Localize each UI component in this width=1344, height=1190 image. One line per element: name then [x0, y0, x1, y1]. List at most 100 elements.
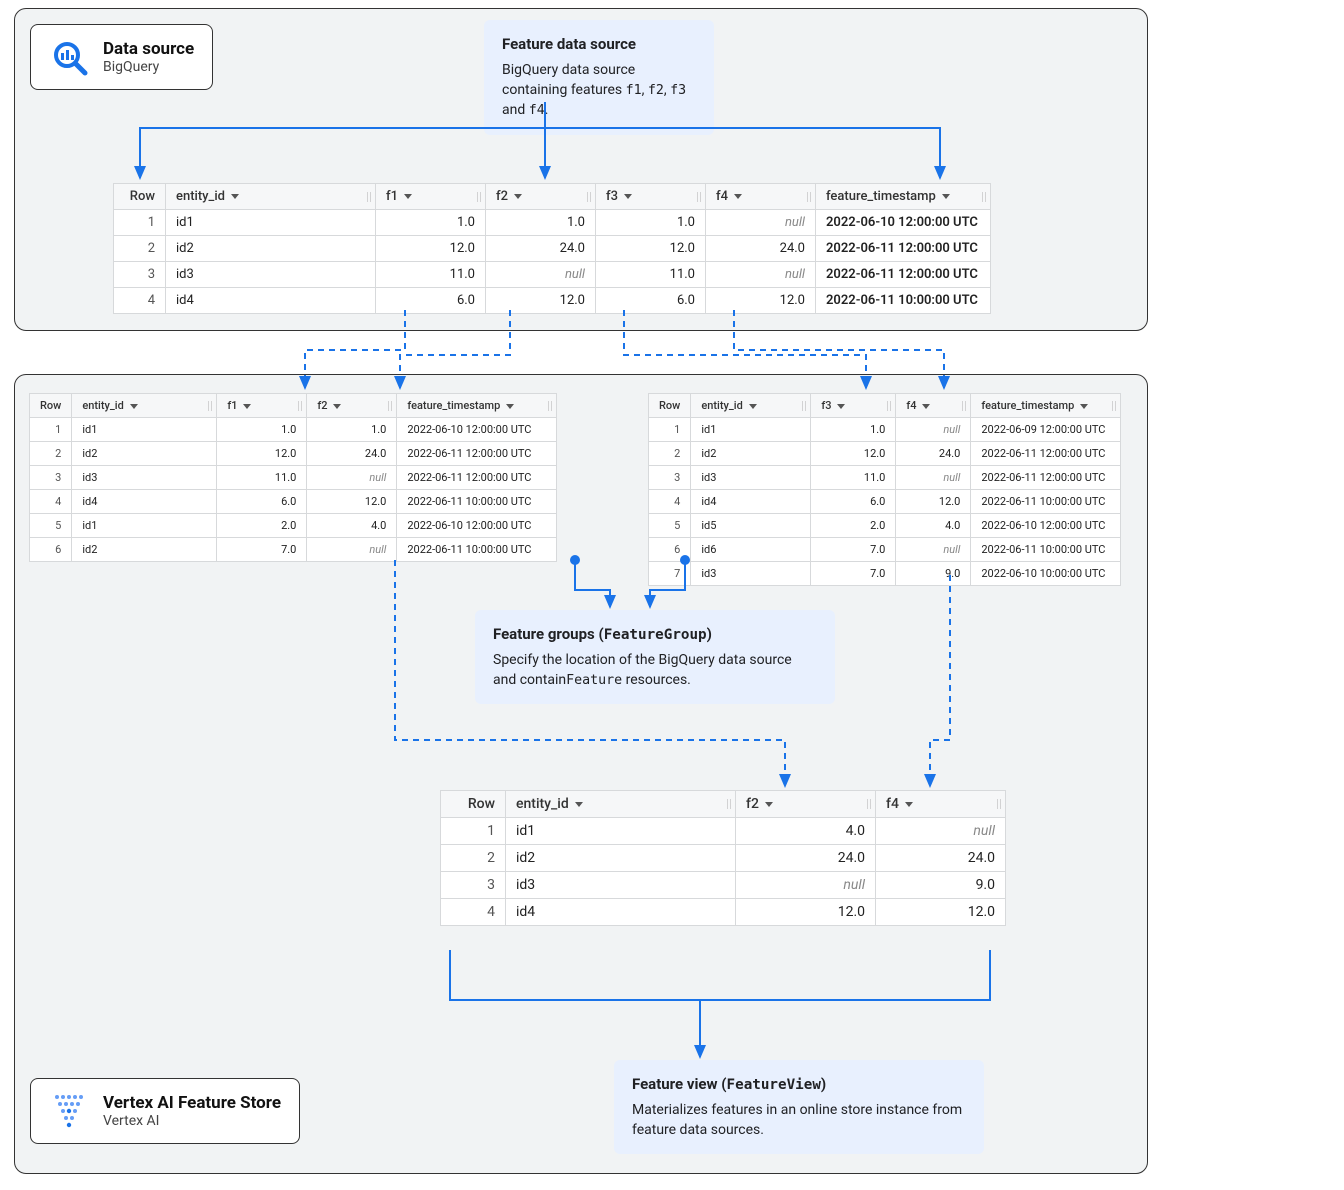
table-cell: id4: [506, 899, 736, 926]
table-cell: 2022-06-11 12:00:00 UTC: [971, 466, 1121, 490]
column-header[interactable]: f3: [811, 394, 896, 418]
table-cell: 1: [441, 818, 506, 845]
table-cell: 12.0: [811, 442, 896, 466]
column-header[interactable]: feature_timestamp: [816, 184, 991, 210]
table-cell: 1.0: [217, 418, 307, 442]
table-cell: 2022-06-11 12:00:00 UTC: [971, 442, 1121, 466]
column-header[interactable]: feature_timestamp: [397, 394, 557, 418]
column-header[interactable]: entity_id: [506, 791, 736, 818]
callout-feature-view: Feature view (FeatureView) Materializes …: [614, 1060, 984, 1154]
table-cell: 7.0: [217, 538, 307, 562]
table-cell: 2022-06-11 10:00:00 UTC: [397, 538, 557, 562]
table-cell: id4: [72, 490, 217, 514]
table-cell: id2: [691, 442, 811, 466]
table-cell: 3: [114, 262, 166, 288]
table-cell: 1.0: [376, 210, 486, 236]
table-cell: 2022-06-11 10:00:00 UTC: [971, 538, 1121, 562]
table-cell: id3: [166, 262, 376, 288]
table-cell: 11.0: [811, 466, 896, 490]
table-cell: 2022-06-10 12:00:00 UTC: [397, 514, 557, 538]
table-row: 2id224.024.0: [441, 845, 1006, 872]
column-header[interactable]: Row: [441, 791, 506, 818]
callout-groups-text: Specify the location of the BigQuery dat…: [493, 650, 817, 691]
column-header[interactable]: feature_timestamp: [971, 394, 1121, 418]
table-row: 2id212.024.012.024.02022-06-11 12:00:00 …: [114, 236, 991, 262]
table-cell: null: [896, 538, 971, 562]
table-cell: 1: [30, 418, 72, 442]
table-cell: id1: [166, 210, 376, 236]
table-cell: 2.0: [217, 514, 307, 538]
feature-view-table: Rowentity_idf2f41id14.0null2id224.024.03…: [440, 790, 1006, 926]
column-header[interactable]: f1: [376, 184, 486, 210]
bigquery-icon: [49, 37, 89, 77]
data-source-title: Data source: [103, 39, 194, 59]
callout-groups-title: Feature groups (FeatureGroup): [493, 624, 817, 646]
table-cell: null: [307, 538, 397, 562]
column-header[interactable]: Row: [649, 394, 691, 418]
table-cell: id4: [166, 288, 376, 314]
table-cell: 24.0: [706, 236, 816, 262]
table-cell: 24.0: [736, 845, 876, 872]
table-cell: 12.0: [736, 899, 876, 926]
table-cell: null: [706, 210, 816, 236]
table-cell: 4.0: [896, 514, 971, 538]
column-header[interactable]: f2: [307, 394, 397, 418]
table-cell: 9.0: [876, 872, 1006, 899]
column-header[interactable]: Row: [114, 184, 166, 210]
table-cell: id3: [72, 466, 217, 490]
table-row: 1id11.0null2022-06-09 12:00:00 UTC: [649, 418, 1121, 442]
feature-store-subtitle: Vertex AI: [103, 1113, 281, 1129]
column-header[interactable]: f2: [736, 791, 876, 818]
table-cell: 1: [114, 210, 166, 236]
table-cell: 1.0: [811, 418, 896, 442]
table-cell: 7.0: [811, 562, 896, 586]
column-header[interactable]: f3: [596, 184, 706, 210]
table-cell: 6: [30, 538, 72, 562]
table-cell: 1.0: [596, 210, 706, 236]
column-header[interactable]: f1: [217, 394, 307, 418]
table-cell: 12.0: [706, 288, 816, 314]
table-cell: 5: [30, 514, 72, 538]
table-row: 4id46.012.02022-06-11 10:00:00 UTC: [30, 490, 557, 514]
table-cell: 2: [114, 236, 166, 262]
table-cell: id1: [506, 818, 736, 845]
table-row: 1id14.0null: [441, 818, 1006, 845]
table-row: 4id46.012.02022-06-11 10:00:00 UTC: [649, 490, 1121, 514]
table-cell: 3: [30, 466, 72, 490]
table-cell: 4: [30, 490, 72, 514]
column-header[interactable]: entity_id: [166, 184, 376, 210]
column-header[interactable]: entity_id: [691, 394, 811, 418]
vertex-ai-icon: [49, 1091, 89, 1131]
table-cell: 5: [649, 514, 691, 538]
column-header[interactable]: f4: [706, 184, 816, 210]
table-cell: null: [736, 872, 876, 899]
table-cell: id2: [72, 442, 217, 466]
table-cell: null: [706, 262, 816, 288]
table-cell: 2022-06-10 10:00:00 UTC: [971, 562, 1121, 586]
table-cell: id6: [691, 538, 811, 562]
table-row: 4id412.012.0: [441, 899, 1006, 926]
column-header[interactable]: f4: [896, 394, 971, 418]
column-header[interactable]: f2: [486, 184, 596, 210]
table-row: 6id67.0null2022-06-11 10:00:00 UTC: [649, 538, 1121, 562]
table-cell: 4.0: [307, 514, 397, 538]
table-cell: id4: [691, 490, 811, 514]
table-cell: 11.0: [217, 466, 307, 490]
column-header[interactable]: Row: [30, 394, 72, 418]
table-cell: 24.0: [896, 442, 971, 466]
table-cell: 4: [649, 490, 691, 514]
table-cell: 11.0: [376, 262, 486, 288]
column-header[interactable]: f4: [876, 791, 1006, 818]
table-cell: 2022-06-10 12:00:00 UTC: [816, 210, 991, 236]
table-cell: 7: [649, 562, 691, 586]
table-cell: 6: [649, 538, 691, 562]
table-cell: 2022-06-11 10:00:00 UTC: [816, 288, 991, 314]
column-header[interactable]: entity_id: [72, 394, 217, 418]
table-cell: id1: [72, 514, 217, 538]
table-row: 2id212.024.02022-06-11 12:00:00 UTC: [649, 442, 1121, 466]
table-cell: null: [307, 466, 397, 490]
data-source-card: Data source BigQuery: [30, 24, 213, 90]
table-cell: 2: [30, 442, 72, 466]
table-cell: id1: [72, 418, 217, 442]
table-cell: 4: [114, 288, 166, 314]
